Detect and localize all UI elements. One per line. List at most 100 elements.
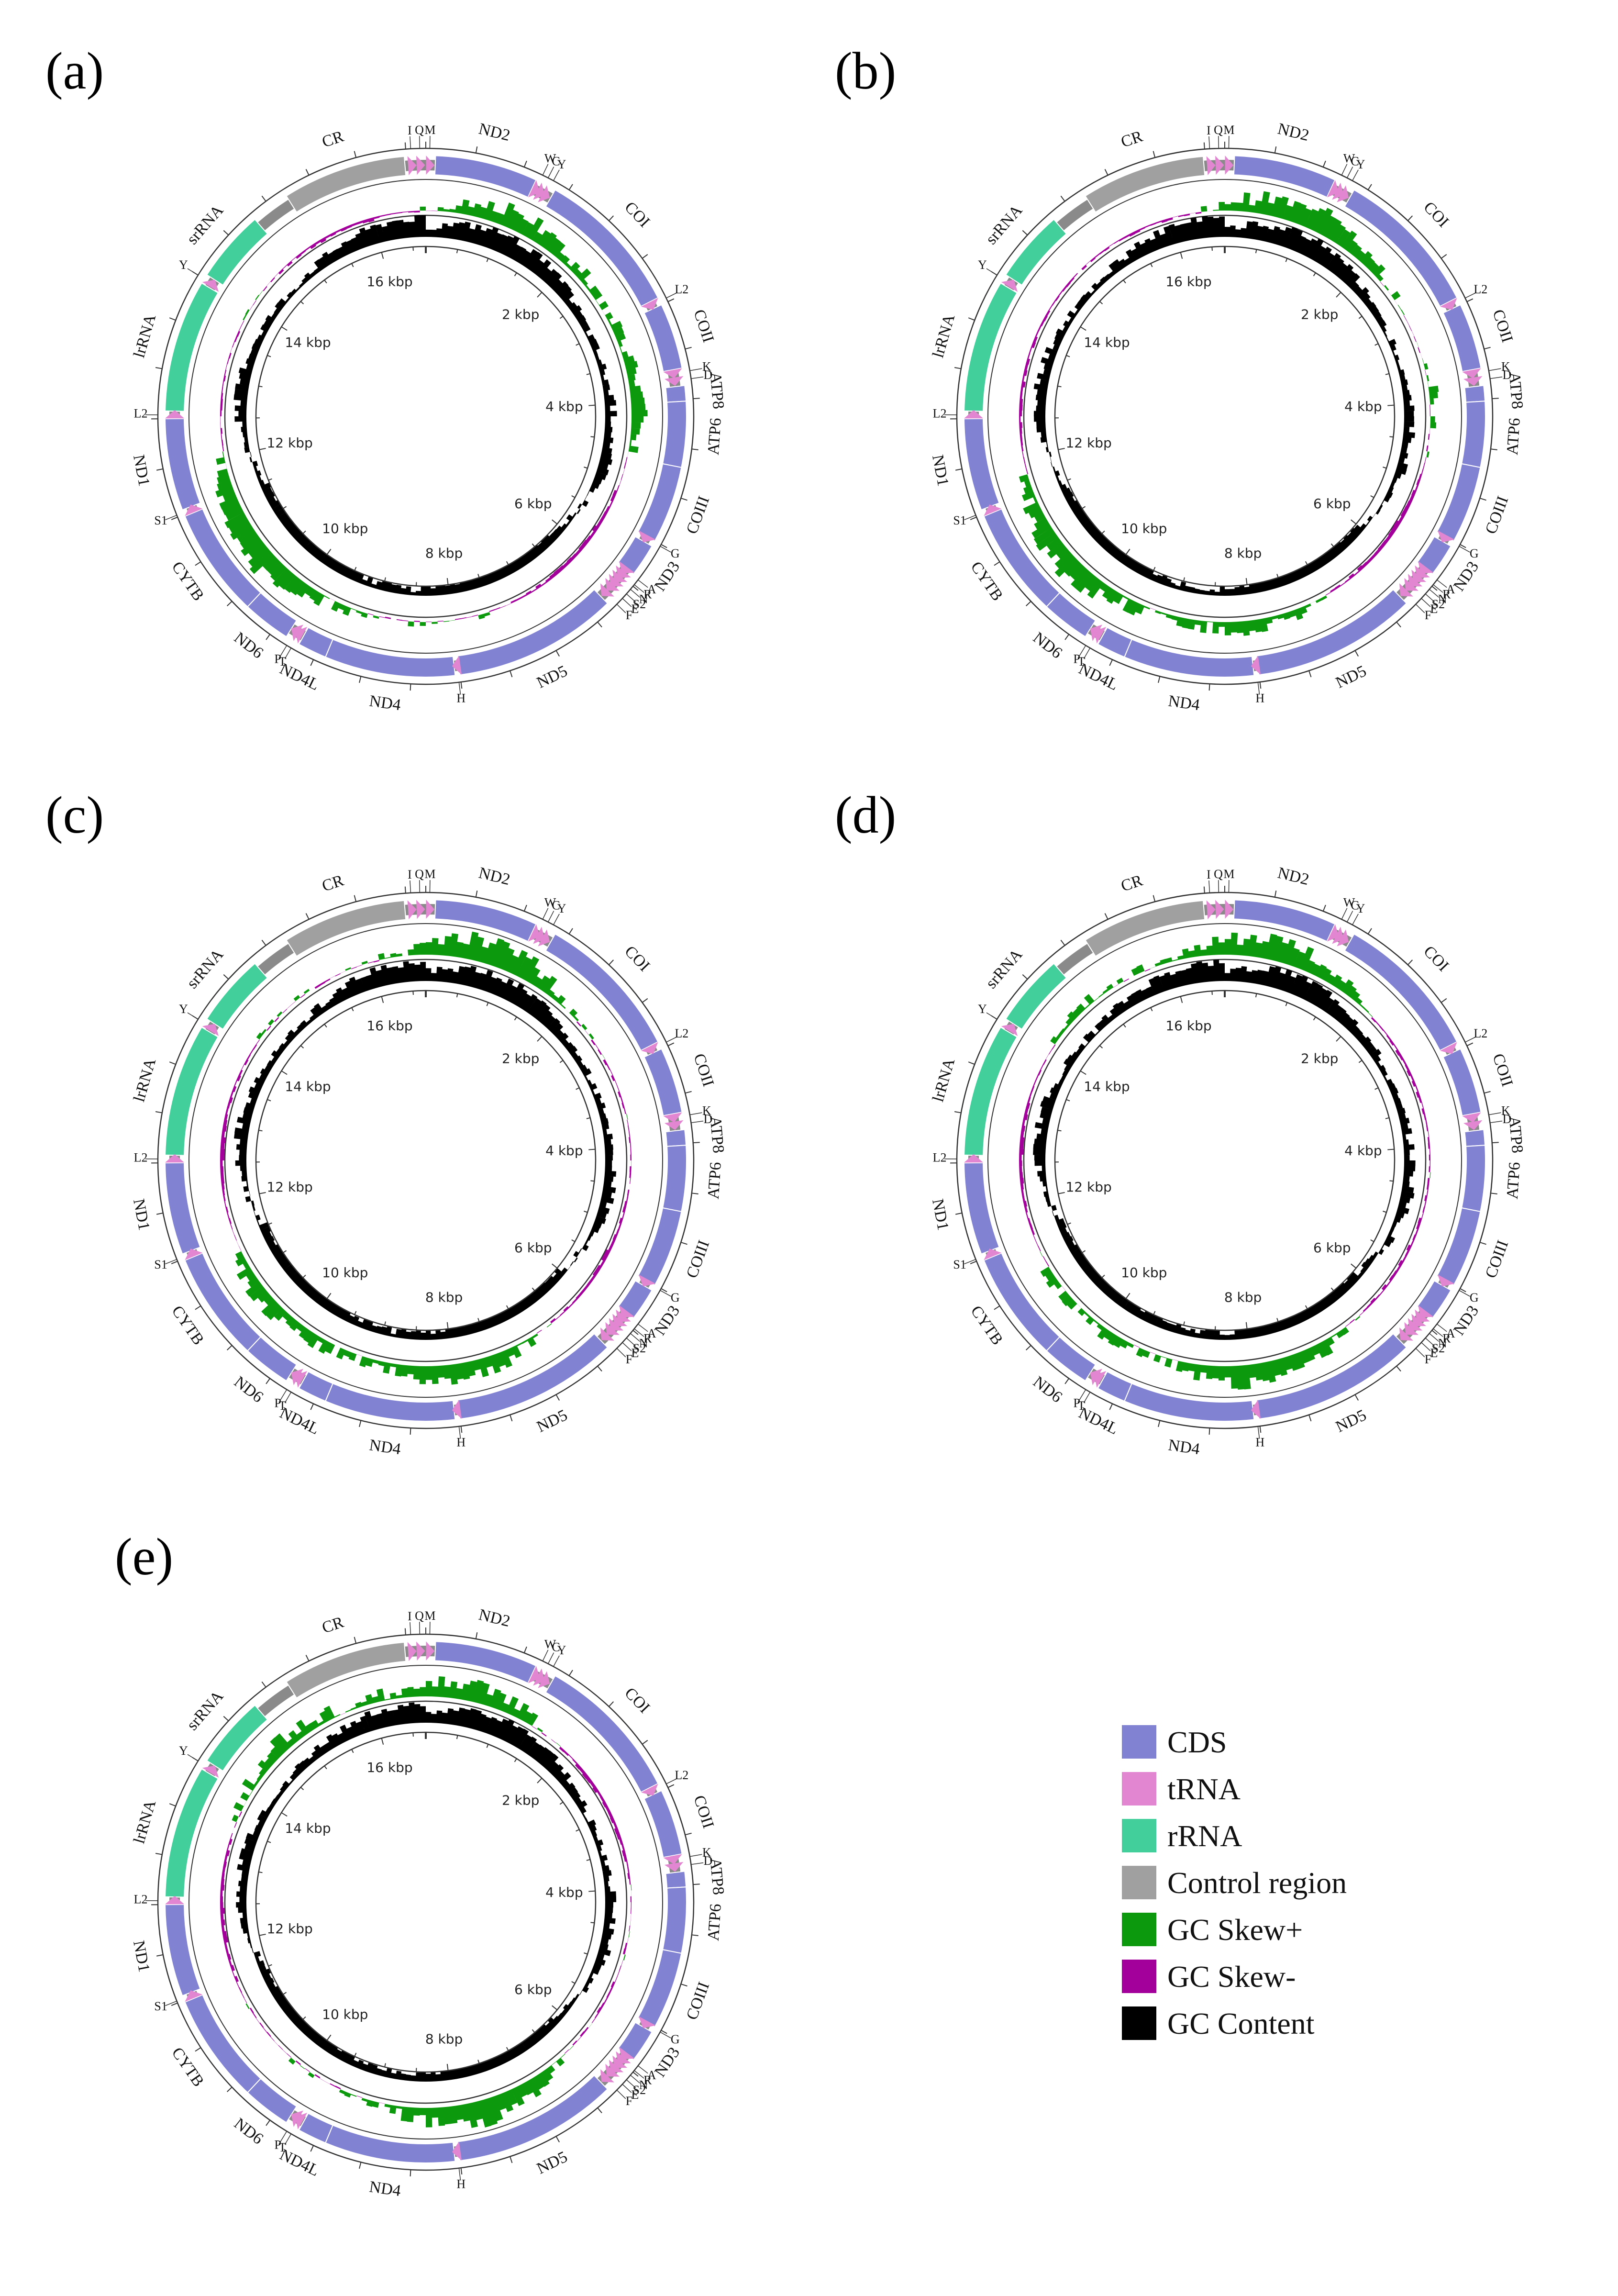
trna-label: Y <box>978 1002 987 1016</box>
feature-atp8 <box>1464 385 1486 403</box>
feature-nd2 <box>1233 899 1336 942</box>
outer-tick <box>410 684 411 691</box>
outer-tick <box>1490 448 1497 451</box>
outer-tick <box>1274 890 1277 898</box>
trna-label: D <box>1503 1112 1512 1126</box>
feature-label: CR <box>1119 127 1145 151</box>
trna-mark <box>426 156 435 175</box>
outer-tick <box>510 670 513 678</box>
feature-label: lrRNA <box>929 1056 958 1104</box>
trna-mark <box>1438 530 1455 543</box>
scale-tick <box>506 2047 509 2051</box>
scale-tick <box>1123 279 1126 284</box>
feature-label: CR <box>1119 871 1145 895</box>
scale-tick <box>584 467 588 469</box>
trna-label: G <box>1470 546 1479 560</box>
trna-label: Y <box>557 1643 566 1657</box>
trna-label: R <box>1442 1331 1451 1345</box>
trna-label: C <box>1351 899 1359 913</box>
feature-label: COI <box>621 1684 653 1716</box>
feature-label: srRNA <box>183 201 227 248</box>
trna-leader <box>1257 1426 1260 1439</box>
trna-leader <box>1433 584 1443 593</box>
kbp-label: 12 kbp <box>266 1921 312 1937</box>
trna-leader <box>689 1112 702 1115</box>
outer-tick <box>685 1832 692 1836</box>
scale-tick <box>1305 561 1308 565</box>
scale-tick <box>384 2063 386 2067</box>
kbp-label: 16 kbp <box>1165 1018 1211 1034</box>
trna-mark <box>600 1327 614 1341</box>
trna-label: P <box>1074 1396 1080 1410</box>
inner-ring <box>224 959 628 1362</box>
kbp-label: 16 kbp <box>366 1760 412 1775</box>
trna-leader <box>553 1655 560 1667</box>
trna-label: N <box>639 1337 648 1350</box>
kbp-label: 8 kbp <box>425 545 463 561</box>
outer-tick <box>354 1637 357 1644</box>
feature-label: ATP8 <box>706 1857 727 1895</box>
feature-atp6 <box>662 1886 687 1954</box>
trna-label: D <box>1503 368 1512 382</box>
scale-tick <box>1101 530 1105 534</box>
trna-leader <box>547 167 554 178</box>
trna-label: E <box>631 602 639 616</box>
outer-tick <box>642 1739 648 1745</box>
scale-tick <box>571 495 576 498</box>
trna-mark <box>1462 1112 1481 1123</box>
trna-leader <box>1429 589 1440 598</box>
legend-swatch-gc-content <box>1122 2006 1156 2040</box>
trna-label: Y <box>557 902 566 915</box>
trna-label: Q <box>1214 123 1223 137</box>
trna-leader <box>666 1036 678 1043</box>
trna-label: I <box>408 1609 412 1623</box>
scale-tick <box>1385 373 1389 375</box>
feature-lrrna <box>964 282 1018 412</box>
trna-leader <box>1459 1290 1470 1297</box>
kbp-label: 16 kbp <box>1165 274 1211 290</box>
feature-label: ATP6 <box>1504 417 1524 456</box>
feature-label: ND4 <box>368 1436 402 1458</box>
trna-label: Q <box>415 867 424 881</box>
trna-mark <box>1438 1274 1455 1287</box>
outer-tick <box>523 904 527 912</box>
outer-tick <box>609 1701 614 1707</box>
feature-cytb <box>983 508 1061 608</box>
panel-label: (c) <box>45 786 104 844</box>
scale-tick <box>477 1318 480 1322</box>
kbp-label: 8 kbp <box>1224 545 1262 561</box>
outer-tick <box>1396 1366 1401 1372</box>
feature-label: srRNA <box>982 946 1026 992</box>
feature-nd4l <box>1097 1371 1132 1402</box>
skew-ring-outer <box>987 923 1462 1398</box>
scale-tick <box>586 373 590 375</box>
scale-tick <box>1099 301 1103 304</box>
scale-tick <box>259 447 266 450</box>
feature-label: COIII <box>1482 1238 1512 1281</box>
panel-e: (e)CR ND2COICOIIATP8ATP6COIIIND3ND5ND4ND4… <box>115 1527 727 2200</box>
outer-tick <box>1274 146 1277 154</box>
scale-tick <box>506 561 509 565</box>
trna-leader <box>1415 604 1425 613</box>
scale-tick <box>1285 1002 1288 1006</box>
feature-nd2 <box>434 899 537 942</box>
trna-leader <box>165 1259 177 1265</box>
outer-tick <box>404 1628 406 1635</box>
outer-tick <box>1431 1330 1438 1335</box>
trna-mark <box>1337 929 1349 947</box>
outer-tick <box>693 398 700 400</box>
legend-swatch-rrna <box>1122 1819 1156 1852</box>
feature-atp8 <box>665 1129 687 1147</box>
trna-label: P <box>275 1396 281 1410</box>
trna-leader <box>630 2074 641 2084</box>
trna-leader <box>165 2001 177 2006</box>
trna-mark <box>165 410 185 419</box>
outer-tick <box>680 1984 687 1987</box>
scale-tick <box>1082 506 1086 509</box>
trna-leader <box>666 1778 678 1784</box>
scale-tick <box>571 1239 576 1242</box>
scale-tick <box>506 1305 509 1309</box>
scale-tick <box>326 1293 332 1299</box>
scale-tick <box>584 1952 588 1955</box>
trna-mark <box>452 656 462 675</box>
